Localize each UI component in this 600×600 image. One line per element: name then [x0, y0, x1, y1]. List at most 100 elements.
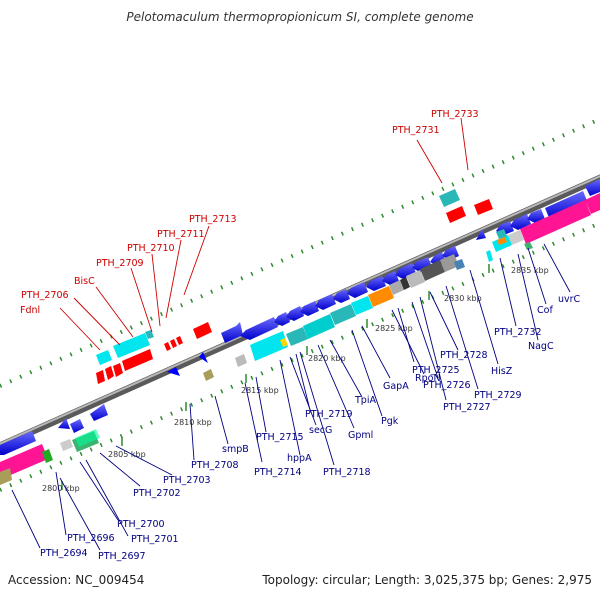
gene-label: Fdnl	[20, 305, 40, 316]
protein-gene	[58, 418, 70, 429]
gene-label: PTH_2729	[474, 390, 522, 401]
protein-gene	[545, 191, 588, 220]
gene-label: PTH_2694	[40, 548, 88, 559]
feature-box	[368, 286, 394, 307]
protein-gene	[167, 367, 180, 376]
gene-label: PTH_2714	[254, 467, 302, 478]
protein-gene	[199, 352, 208, 363]
feature-box	[351, 296, 373, 315]
accession-text: Accession: NC_009454	[8, 573, 145, 587]
gene-label: PTH_2718	[323, 467, 371, 478]
protein-gene	[70, 419, 84, 433]
rna-gene	[193, 322, 212, 339]
gene-label: PTH_2719	[305, 409, 353, 420]
protein-gene	[90, 404, 108, 421]
protein-gene	[274, 312, 290, 326]
kbp-labels: 2800 kbp 2805 kbp 2810 kbp 2815 kbp 2820…	[42, 266, 549, 493]
kbp-label: 2815 kbp	[241, 386, 279, 395]
gene-label: PTH_2697	[98, 551, 146, 562]
feature-track-outer	[96, 189, 460, 381]
feature-box	[96, 350, 112, 365]
gene-label: secG	[309, 425, 332, 436]
gene-label: PTH_2708	[191, 460, 239, 471]
gene-label: PTH_2713	[189, 214, 237, 225]
protein-gene	[510, 214, 531, 230]
feature-box	[0, 444, 48, 477]
gene-labels-blue: PTH_2694 PTH_2696 PTH_2697 PTH_2700 PTH_…	[40, 294, 581, 562]
feature-box	[420, 260, 445, 281]
feature-box	[203, 369, 214, 381]
feature-box	[406, 270, 425, 288]
protein-gene	[333, 289, 350, 303]
rna-gene	[105, 366, 114, 380]
label-leader-lines-red	[59, 117, 469, 351]
feature-box	[330, 304, 356, 325]
feature-box	[303, 314, 335, 339]
gene-label: TpiA	[354, 395, 376, 406]
protein-gene	[366, 276, 386, 291]
gene-label: PTH_2701	[131, 534, 179, 545]
feature-box	[508, 230, 524, 245]
protein-gene	[0, 431, 36, 455]
gene-label: PTH_2731	[392, 125, 440, 136]
feature-box	[497, 237, 507, 245]
kbp-label: 2800 kbp	[42, 484, 80, 493]
feature-box	[400, 277, 410, 290]
gene-label: PTH_2706	[21, 290, 69, 301]
protein-gene	[585, 179, 600, 196]
gene-label: PTH_2715	[256, 432, 304, 443]
feature-box	[75, 429, 100, 447]
gene-label: hppA	[287, 453, 312, 464]
feature-box	[286, 327, 308, 346]
feature-box	[439, 189, 460, 207]
kbp-label: 2835 kbp	[511, 266, 549, 275]
outer-tick-row	[0, 117, 600, 388]
protein-gene	[221, 322, 243, 343]
rna-gene	[122, 349, 153, 371]
feature-box	[524, 242, 533, 250]
rna-gene	[96, 370, 105, 384]
kbp-label: 2820 kbp	[308, 354, 346, 363]
gene-label: GapA	[383, 381, 409, 392]
gene-label: PTH_2733	[431, 109, 479, 120]
gene-label: PTH_2732	[494, 327, 542, 338]
gene-labels-red: Fdnl PTH_2706 BisC PTH_2709 PTH_2710 PTH…	[20, 109, 479, 316]
feature-box	[250, 331, 288, 361]
feature-box	[0, 468, 12, 485]
genome-summary-text: Topology: circular; Length: 3,025,375 bp…	[262, 573, 592, 587]
protein-gene-track	[0, 179, 600, 455]
gene-label: PTH_2711	[157, 229, 205, 240]
gene-label: PTH_2726	[423, 380, 471, 391]
feature-box	[389, 280, 404, 295]
gene-label: BisC	[74, 276, 95, 287]
gene-label: PTH_2710	[127, 243, 175, 254]
protein-gene	[347, 282, 368, 298]
gene-label: PTH_2696	[67, 533, 115, 544]
rna-gene	[176, 336, 183, 345]
rna-gene-track	[96, 199, 493, 384]
gene-label: PTH_2700	[117, 519, 165, 530]
gene-label: PTH_2727	[443, 402, 491, 413]
rna-gene	[113, 363, 123, 377]
kbp-label: 2825 kbp	[375, 324, 413, 333]
protein-gene	[527, 209, 545, 223]
kbp-label: 2810 kbp	[174, 418, 212, 427]
rna-gene	[474, 199, 493, 215]
inner-tick-row	[0, 221, 600, 492]
gene-label: HisZ	[491, 366, 513, 377]
kbp-label: 2805 kbp	[108, 450, 146, 459]
feature-track-inner	[0, 193, 600, 485]
feature-box	[42, 449, 53, 463]
gene-label: NagC	[528, 341, 554, 352]
gene-label: Cof	[537, 305, 553, 316]
feature-box	[145, 330, 154, 339]
gene-label: Pgk	[381, 416, 399, 427]
genome-title: Pelotomaculum thermopropionicum SI, comp…	[126, 10, 474, 24]
feature-box	[585, 193, 600, 214]
gene-label: RpoN	[415, 373, 441, 384]
protein-gene	[300, 301, 319, 316]
feature-box	[235, 354, 247, 367]
feature-box	[486, 250, 493, 262]
